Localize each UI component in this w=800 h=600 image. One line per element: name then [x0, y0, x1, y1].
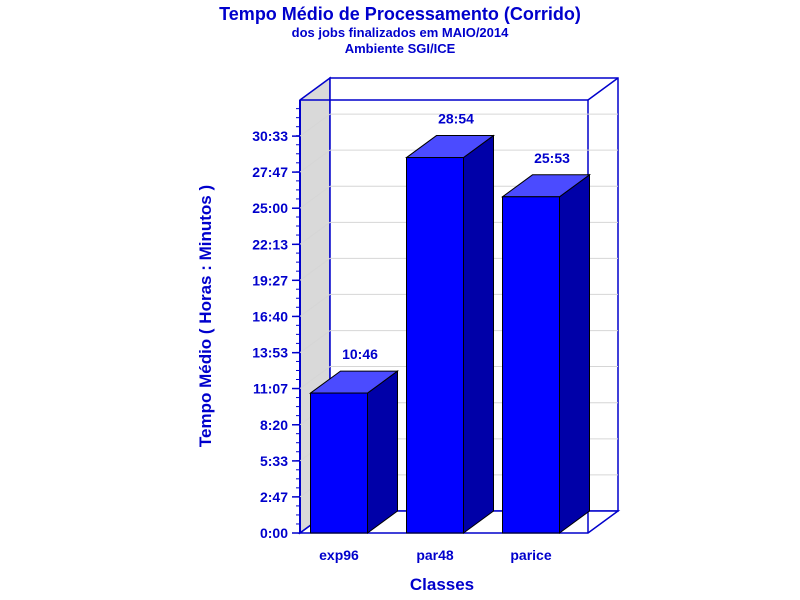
chart-subtitle-line-2: Ambiente SGI/ICE: [345, 41, 456, 56]
bar-value-label: 25:53: [534, 150, 570, 166]
gridline-wall: [299, 221, 331, 245]
bar-front: [310, 392, 368, 534]
bar-exp96: [308, 370, 400, 534]
x-tick-label: parice: [510, 547, 551, 563]
y-tick-label: 0:00: [260, 525, 288, 541]
y-tick-label: 11:07: [253, 381, 288, 397]
x-axis-ticks: exp96 par48 parice: [319, 547, 552, 563]
y-tick-label: 25:00: [252, 200, 288, 216]
y-tick-label: 8:20: [260, 417, 288, 433]
y-tick-label: 13:53: [252, 345, 288, 361]
y-tick-label: 19:27: [252, 272, 288, 288]
gridline-wall: [299, 149, 331, 173]
x-axis-label: Classes: [410, 575, 474, 594]
bar-value-label: 28:54: [438, 111, 474, 127]
gridline-wall: [299, 113, 331, 137]
gridline-wall: [299, 294, 331, 317]
bar-side: [463, 134, 494, 534]
y-axis-ticks: 0:00 2:47 5:33 8:20 11:07 13:53 16:40 19:27 22:1…: [252, 108, 300, 541]
y-tick-label: 5:33: [260, 453, 288, 469]
chart-title: Tempo Médio de Processamento (Corrido): [219, 4, 581, 24]
y-tick-label: 2:47: [260, 489, 288, 505]
y-tick-label: 30:33: [252, 128, 288, 144]
x-tick-label: par48: [416, 547, 454, 563]
gridline-wall: [299, 330, 331, 354]
bar-value-label: 10:46: [342, 346, 378, 362]
bar-side: [367, 370, 398, 534]
x-tick-label: exp96: [319, 547, 359, 563]
bars: [308, 134, 592, 534]
gridline-wall: [299, 257, 331, 281]
bar-side: [559, 173, 590, 534]
bar-front: [406, 157, 464, 534]
bar-par48: [404, 134, 496, 534]
chart-subtitle-line-1: dos jobs finalizados em MAIO/2014: [292, 25, 509, 40]
y-tick-label: 16:40: [252, 308, 288, 324]
bar-parice: [500, 173, 592, 534]
y-tick-label: 27:47: [252, 164, 288, 180]
gridline-wall: [299, 185, 331, 209]
bar-front: [502, 196, 560, 534]
frame-edge-top: [587, 77, 619, 101]
y-tick-label: 22:13: [252, 236, 288, 252]
gridline-wall: [299, 366, 331, 389]
bar-value-labels: 10:46 28:54 25:53: [342, 111, 570, 363]
y-axis-label: Tempo Médio ( Horas : Minutos ): [196, 185, 215, 447]
